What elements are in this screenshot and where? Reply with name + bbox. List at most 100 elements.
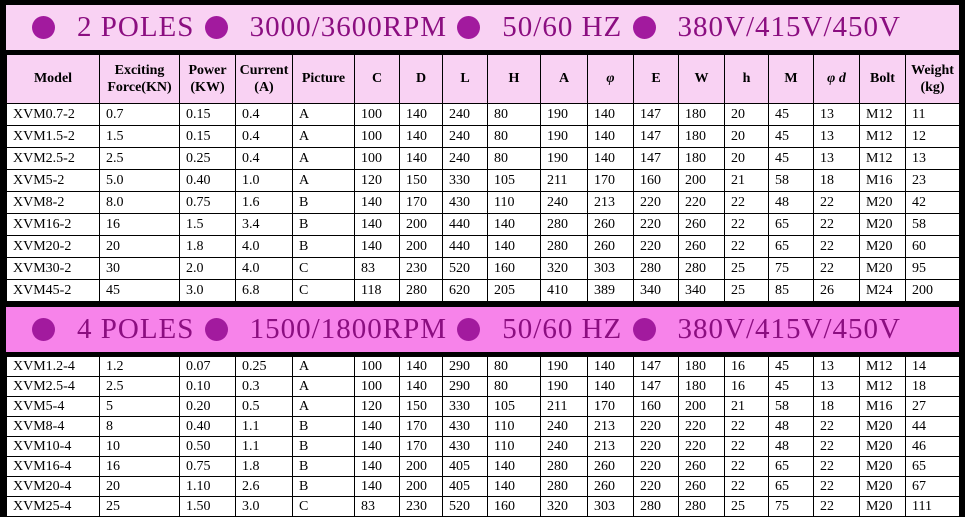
value-cell: 1.1 [235,436,293,457]
value-cell: 240 [442,125,488,148]
value-cell: 22 [813,496,860,517]
value-cell: B [292,456,355,477]
column-header-2: Power (KW) [179,54,236,104]
value-cell: 260 [587,476,634,497]
value-cell: 200 [905,279,960,302]
value-cell: 0.7 [99,103,180,126]
table-row: XVM10-4 10 0.50 1.1 B 140 170 430 110 240 213 220 22… [6,436,960,457]
model-cell: XVM20-4 [6,476,100,497]
value-cell: 100 [354,103,400,126]
value-cell: 160 [633,169,679,192]
table-2-poles-wrap: Model Exciting Force(KN) Power (KW) Current… [6,54,960,302]
value-cell: 46 [905,436,960,457]
value-cell: 83 [354,496,400,517]
value-cell: 140 [354,235,400,258]
value-cell: 3.0 [179,279,236,302]
value-cell: 120 [354,396,400,417]
value-cell: 13 [813,103,860,126]
value-cell: 520 [442,496,488,517]
value-cell: 430 [442,191,488,214]
value-cell: 0.15 [179,103,236,126]
value-cell: 280 [678,257,725,280]
value-cell: 0.4 [235,103,293,126]
value-cell: 140 [487,456,541,477]
value-cell: 22 [813,213,860,236]
value-cell: 240 [540,416,588,437]
value-cell: 140 [399,356,443,377]
value-cell: 120 [354,169,400,192]
value-cell: 110 [487,191,541,214]
value-cell: 140 [354,191,400,214]
value-cell: 0.25 [235,356,293,377]
value-cell: 213 [587,416,634,437]
value-cell: 290 [442,356,488,377]
value-cell: 170 [399,436,443,457]
value-cell: A [292,125,355,148]
value-cell: 100 [354,376,400,397]
value-cell: 22 [813,456,860,477]
value-cell: 330 [442,396,488,417]
value-cell: 58 [768,169,814,192]
value-cell: 147 [633,376,679,397]
value-cell: 160 [633,396,679,417]
column-header-13: h [724,54,769,104]
value-cell: 0.75 [179,191,236,214]
model-cell: XVM5-4 [6,396,100,417]
table-row: XVM20-2 20 1.8 4.0 B 140 200 440 140 280 260 220 260… [6,235,960,258]
model-cell: XVM45-2 [6,279,100,302]
banner-item: 50/60 HZ [457,11,622,44]
value-cell: 42 [905,191,960,214]
value-cell: M16 [859,396,906,417]
bullet-icon [457,318,481,341]
value-cell: 180 [678,356,725,377]
table-row: XVM30-2 30 2.0 4.0 C 83 230 520 160 320 303 280 280 2… [6,257,960,280]
column-header-8: H [487,54,541,104]
value-cell: 440 [442,235,488,258]
value-cell: 260 [678,456,725,477]
value-cell: 340 [633,279,679,302]
column-header-11: E [633,54,679,104]
table-row: XVM45-2 45 3.0 6.8 C 118 280 620 205 410 389 340 340… [6,279,960,302]
value-cell: 200 [399,235,443,258]
value-cell: 140 [487,476,541,497]
value-cell: 260 [678,213,725,236]
value-cell: 45 [768,376,814,397]
value-cell: 2.5 [99,376,180,397]
value-cell: 4.0 [235,235,293,258]
value-cell: 22 [813,257,860,280]
column-header-0: Model [6,54,100,104]
table-row: XVM8-2 8.0 0.75 1.6 B 140 170 430 110 240 213 220 22… [6,191,960,214]
value-cell: 147 [633,103,679,126]
value-cell: 65 [768,213,814,236]
value-cell: 190 [540,356,588,377]
value-cell: 260 [678,235,725,258]
value-cell: 211 [540,396,588,417]
value-cell: 60 [905,235,960,258]
model-cell: XVM1.2-4 [6,356,100,377]
section-banner-2-poles: 2 POLES 3000/3600RPM 50/60 HZ 380V/415V/… [6,5,959,50]
value-cell: 0.25 [179,147,236,170]
value-cell: 0.4 [235,147,293,170]
value-cell: 0.40 [179,169,236,192]
rpm-label: 3000/3600RPM [249,11,447,43]
value-cell: 430 [442,416,488,437]
value-cell: M12 [859,376,906,397]
value-cell: 25 [724,496,769,517]
value-cell: 140 [354,416,400,437]
value-cell: 3.0 [235,496,293,517]
value-cell: 190 [540,125,588,148]
value-cell: 240 [442,147,488,170]
value-cell: 10 [99,436,180,457]
value-cell: 220 [633,416,679,437]
frequency-label: 50/60 HZ [502,313,623,345]
value-cell: 170 [399,416,443,437]
value-cell: 110 [487,416,541,437]
bullet-icon [457,16,481,39]
table-row: XVM5-2 5.0 0.40 1.0 A 120 150 330 105 211 170 160 20… [6,169,960,192]
value-cell: 2.6 [235,476,293,497]
model-cell: XVM0.7-2 [6,103,100,126]
value-cell: 25 [99,496,180,517]
value-cell: 213 [587,436,634,457]
section-banner-4-poles: 4 POLES 1500/1800RPM 50/60 HZ 380V/415V/… [6,307,959,352]
value-cell: 22 [813,235,860,258]
